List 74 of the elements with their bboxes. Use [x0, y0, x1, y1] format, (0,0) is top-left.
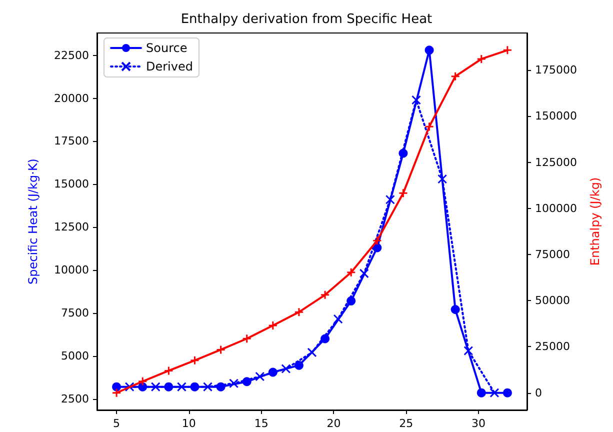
point [294, 360, 304, 370]
y-tick-label: 2500 [61, 392, 89, 406]
point [255, 372, 265, 382]
x-tick-label: 10 [182, 417, 196, 430]
point [138, 382, 148, 392]
point [359, 268, 369, 278]
y-tick-label: 5000 [61, 349, 89, 362]
x-tick-label: 15 [254, 417, 268, 430]
point [320, 334, 330, 344]
point [346, 268, 356, 278]
point [424, 46, 434, 55]
y-tick-label: 17500 [54, 134, 89, 148]
point [450, 305, 460, 314]
point [438, 174, 448, 184]
point [398, 148, 408, 158]
x-tick-label: 5 [113, 417, 120, 430]
legend-label: Derived [146, 60, 193, 74]
point [268, 320, 278, 330]
y2-tick-label: 75000 [535, 248, 570, 262]
y-axis-title: Specific Heat (J/kg·K) [26, 158, 40, 284]
y2-tick-label: 0 [535, 386, 542, 400]
point [398, 188, 408, 198]
point [190, 382, 200, 392]
point [150, 382, 160, 392]
chart-title: Enthalpy derivation from Specific Heat [180, 12, 432, 27]
y-tick-label: 22500 [54, 48, 89, 62]
point [464, 346, 474, 356]
point [164, 366, 174, 376]
y2-tick-label: 100000 [535, 202, 577, 215]
point [333, 314, 343, 324]
point [411, 95, 421, 105]
point [476, 388, 486, 398]
y-tick-label: 20000 [54, 92, 89, 105]
point [281, 364, 291, 374]
point [372, 236, 382, 246]
point [112, 388, 122, 398]
y2-tick-label: 150000 [535, 110, 577, 123]
point [294, 307, 304, 317]
point [176, 382, 186, 392]
point [124, 382, 134, 392]
point [216, 344, 226, 354]
y-tick-label: 12500 [54, 220, 89, 234]
legend-label: Source [146, 41, 188, 55]
point [203, 382, 213, 392]
y2-tick-label: 25000 [535, 340, 570, 354]
y2-axis-title: Enthalpy (J/kg) [588, 177, 602, 266]
point [229, 378, 239, 388]
y2-tick-label: 175000 [535, 64, 577, 77]
point [450, 72, 460, 82]
y-tick-label: 10000 [54, 264, 89, 277]
y-tick-label: 7500 [61, 306, 89, 320]
point [242, 334, 252, 344]
y2-tick-label: 125000 [535, 156, 577, 169]
point [502, 388, 512, 398]
point [307, 348, 317, 358]
x-tick-label: 25 [399, 417, 414, 430]
point [385, 194, 395, 204]
y2-tick-label: 50000 [535, 294, 570, 308]
point [490, 388, 500, 398]
y-tick-label: 15000 [54, 178, 89, 191]
point [320, 290, 330, 300]
point [112, 382, 122, 392]
point [164, 382, 174, 392]
point [242, 377, 252, 386]
point [138, 376, 148, 386]
point [502, 45, 512, 55]
point [424, 122, 434, 132]
point [346, 296, 356, 306]
point [476, 54, 486, 64]
x-tick-label: 30 [472, 417, 486, 430]
point [216, 382, 226, 392]
point [190, 356, 200, 366]
point [268, 368, 278, 377]
x-tick-label: 20 [326, 417, 341, 430]
